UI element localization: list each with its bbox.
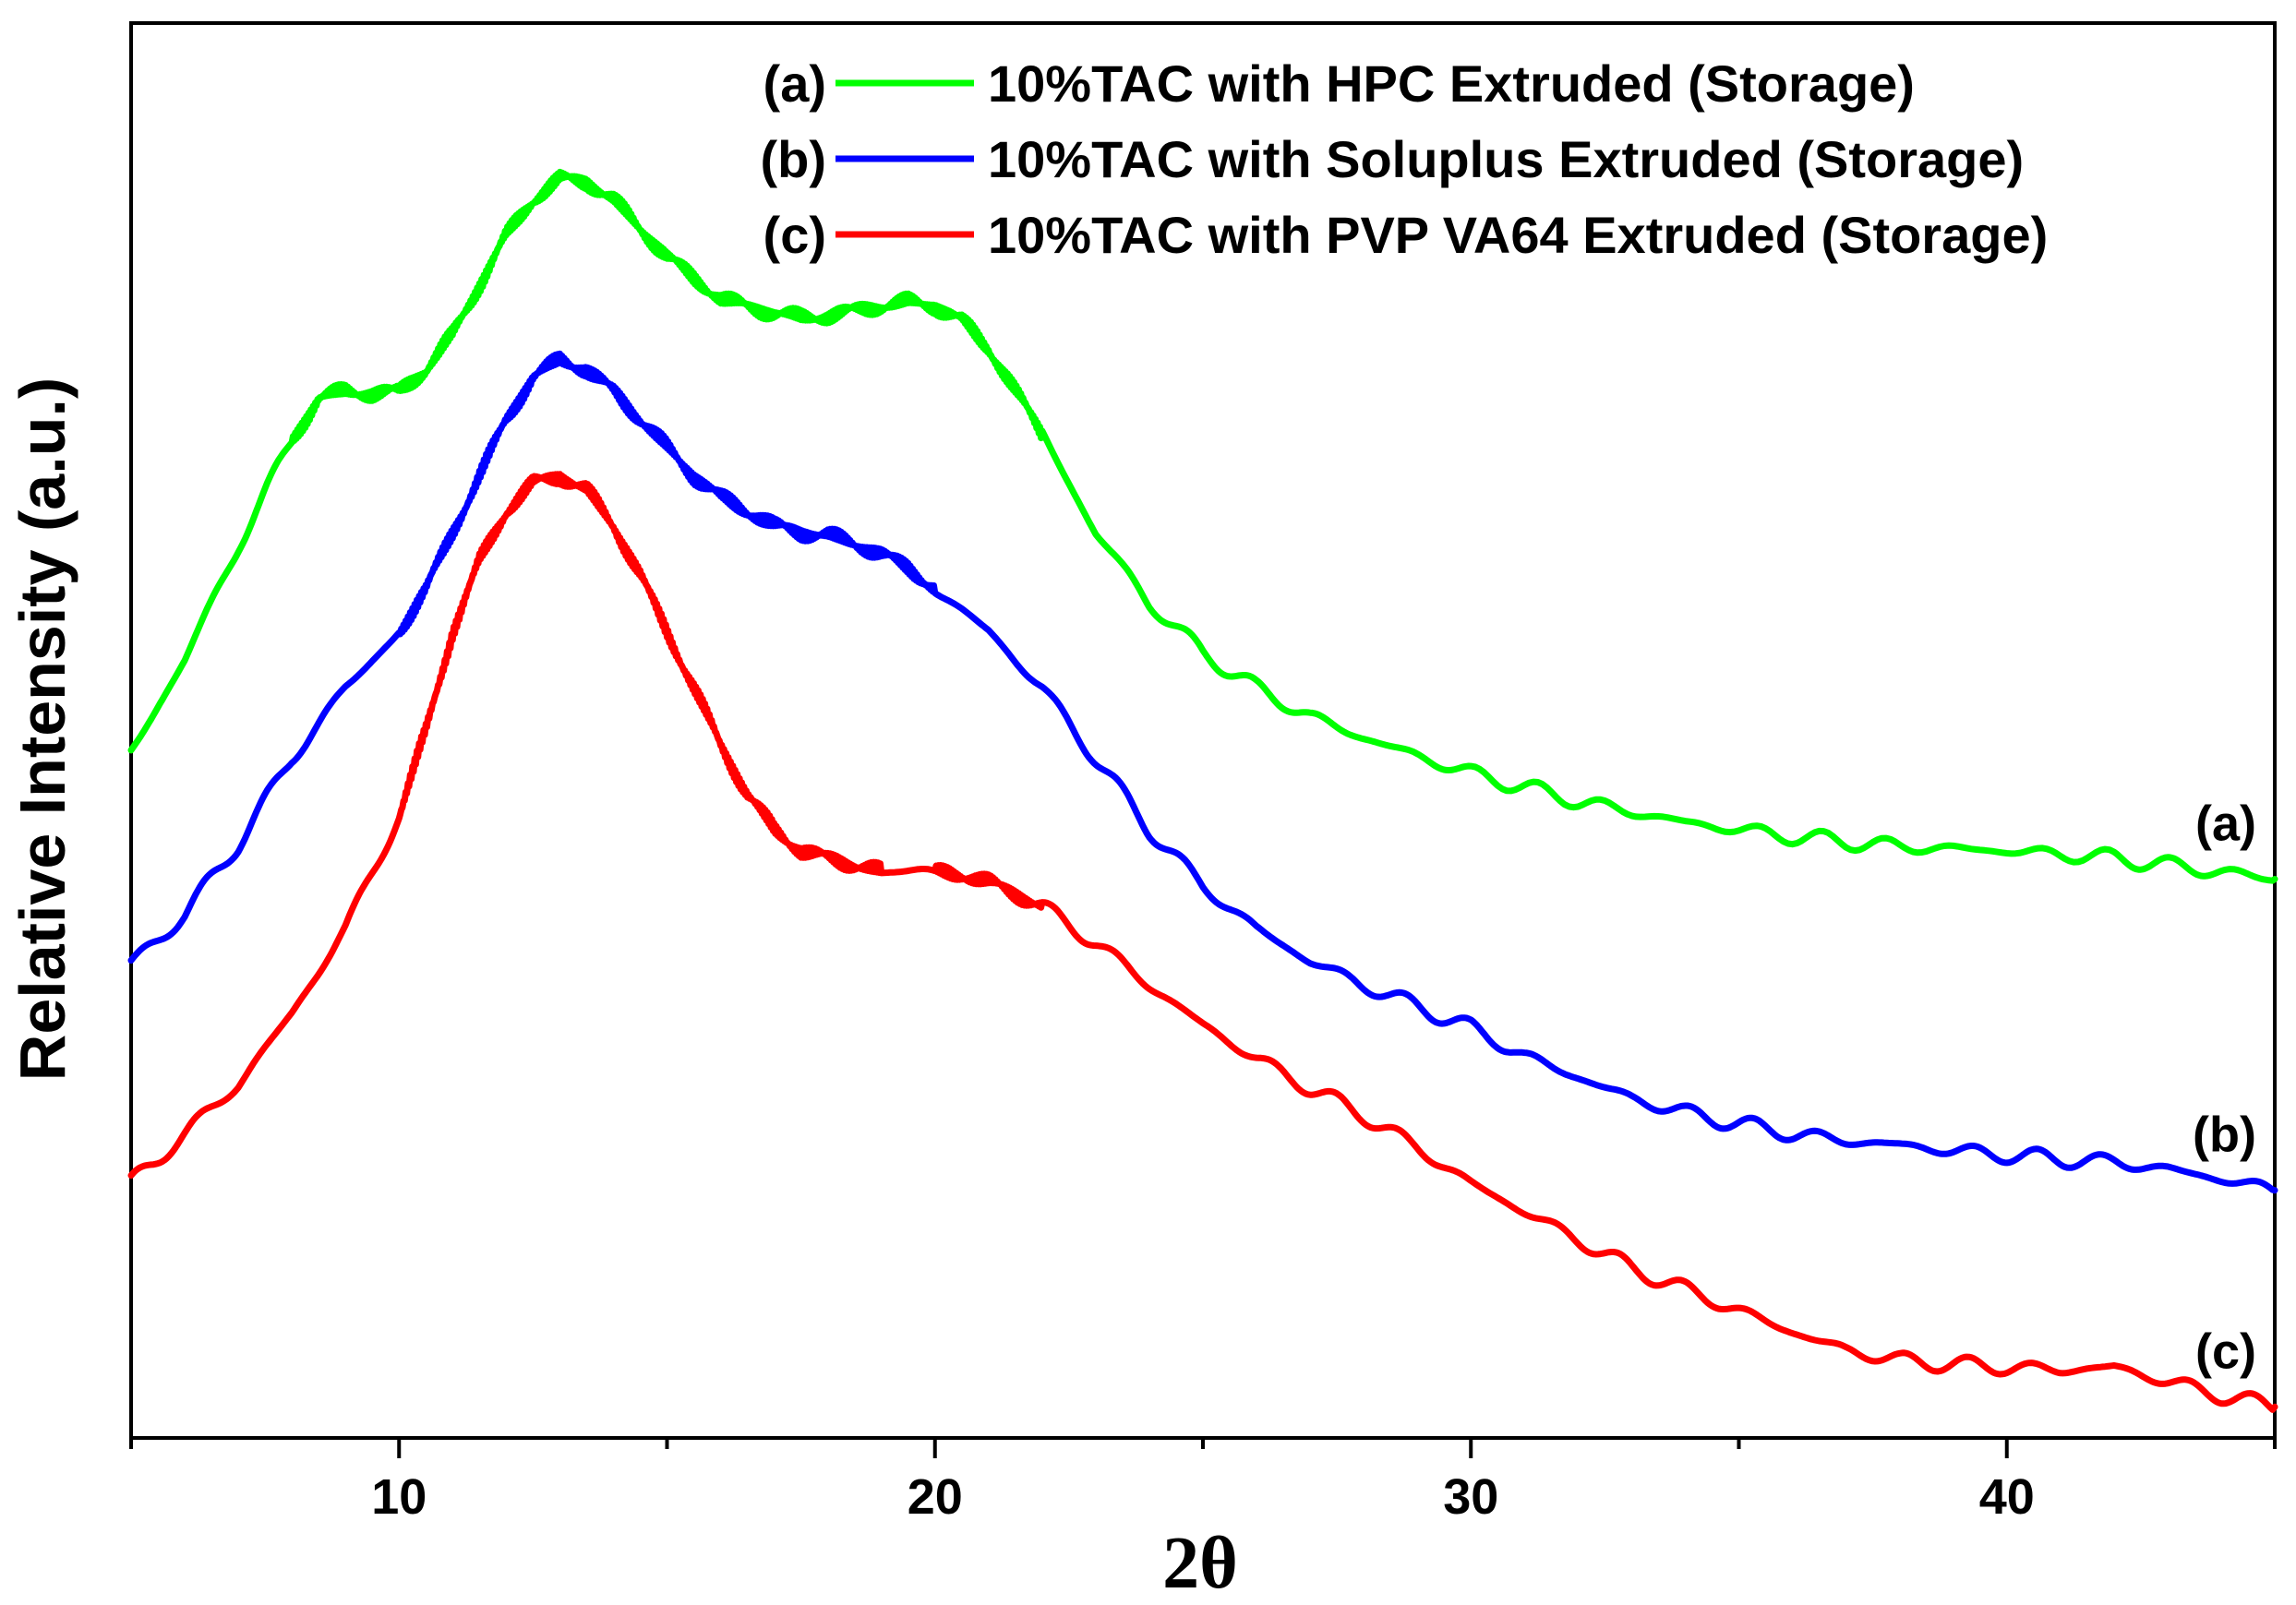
series-line-3 (127, 471, 2278, 1413)
legend-tag-3: (c) (763, 206, 826, 264)
legend-label-3: 10%TAC with PVP VA64 Extruded (Storage) (988, 206, 2048, 264)
series-tag-1: (a) (2195, 796, 2256, 851)
x-axis-title: 2θ (1162, 1523, 1238, 1604)
series-tag-3: (c) (2195, 1324, 2256, 1379)
legend-tag-2: (b) (760, 130, 826, 188)
series-end-tags: (a) (b) (c) (2193, 796, 2256, 1379)
y-axis-title: Relative Intensity (a.u.) (6, 377, 78, 1081)
legend-label-2: 10%TAC with Soluplus Extruded (Storage) (988, 130, 2024, 188)
legend: (a) 10%TAC with HPC Extruded (Storage) (b)… (760, 54, 2048, 264)
x-tick-label: 30 (1443, 1469, 1498, 1525)
series-layer (127, 168, 2278, 1413)
x-tick-label: 40 (1979, 1469, 2035, 1525)
x-tick-label: 20 (908, 1469, 963, 1525)
series-tag-2: (b) (2193, 1108, 2256, 1163)
series-line-1 (127, 168, 2278, 884)
legend-label-1: 10%TAC with HPC Extruded (Storage) (988, 54, 1915, 113)
legend-tag-1: (a) (763, 54, 826, 113)
x-tick-label: 10 (371, 1469, 427, 1525)
series-line-2 (127, 350, 2278, 1194)
x-axis-ticks: 10 20 30 40 (129, 1438, 2277, 1525)
